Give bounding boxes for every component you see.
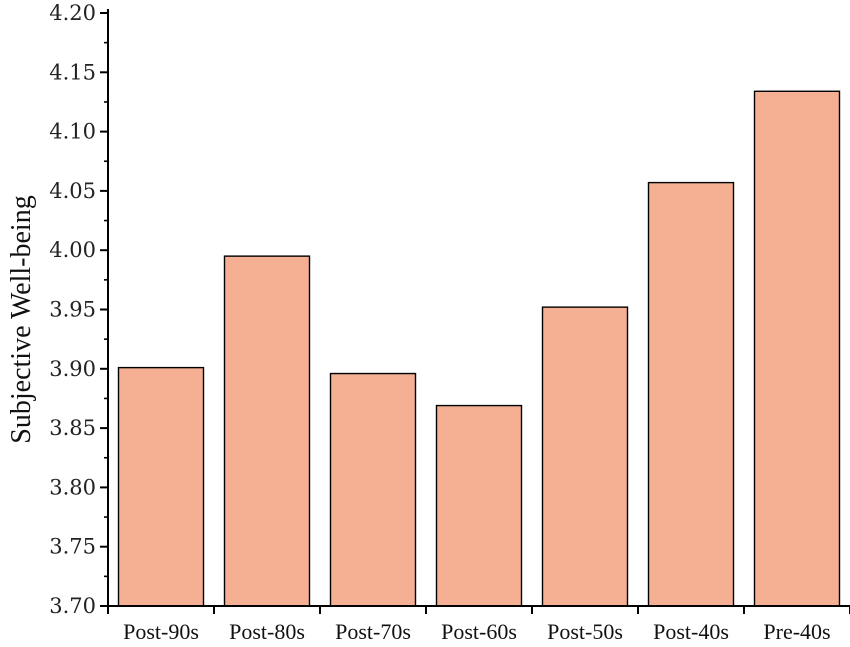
bar-post-60s xyxy=(435,404,523,607)
x-tick-label: Post-50s xyxy=(547,619,623,644)
x-tick-label: Post-40s xyxy=(653,619,729,644)
y-tick-label: 3.75 xyxy=(49,535,96,559)
y-tick-label: 3.70 xyxy=(49,594,96,618)
axes-layer xyxy=(107,9,850,607)
y-tick-label: 3.95 xyxy=(49,298,96,322)
y-tick-label: 3.90 xyxy=(49,357,96,381)
bar-post-50s xyxy=(541,306,629,607)
y-tick-label: 4.05 xyxy=(49,179,96,203)
bar-pre-40s xyxy=(753,90,841,607)
x-ticks-layer: Post-90s Post-80s Post-70s Post-60s Post-50s… xyxy=(107,606,850,644)
bar-post-40s xyxy=(647,181,735,607)
y-tick-label: 3.80 xyxy=(49,475,96,499)
x-tick-label: Post-70s xyxy=(335,619,411,644)
bar-post-80s xyxy=(223,255,311,607)
y-axis-title: Subjective Well-being xyxy=(6,195,37,443)
y-ticks-layer: 3.70 3.75 3.80 3.85 3.90 3.95 4.00 4.05 4.10 4.15… xyxy=(49,1,108,618)
bar-post-70s xyxy=(329,372,417,607)
x-tick-label: Post-90s xyxy=(123,619,199,644)
y-tick-label: 4.20 xyxy=(49,1,96,25)
x-tick-label: Pre-40s xyxy=(763,619,830,644)
y-tick-label: 4.15 xyxy=(49,60,96,84)
bar-post-90s xyxy=(117,366,205,607)
bars-layer xyxy=(117,90,841,607)
x-tick-label: Post-80s xyxy=(229,619,305,644)
y-tick-label: 4.00 xyxy=(49,238,96,262)
y-tick-label: 3.85 xyxy=(49,416,96,440)
y-tick-label: 4.10 xyxy=(49,120,96,144)
x-tick-label: Post-60s xyxy=(441,619,517,644)
